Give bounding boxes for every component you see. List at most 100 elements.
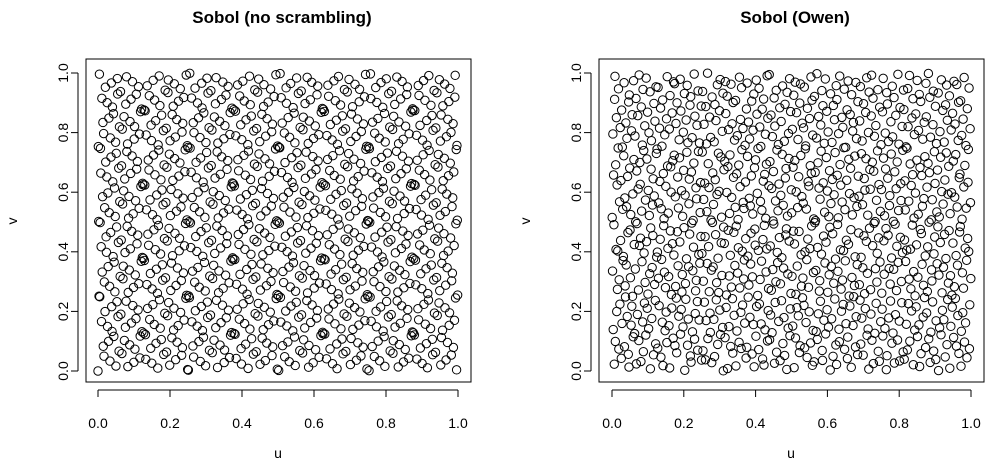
data-point: [906, 180, 916, 191]
data-point: [790, 333, 801, 343]
data-point: [430, 159, 440, 170]
data-point: [744, 193, 754, 203]
data-point: [155, 323, 165, 333]
data-point: [294, 197, 304, 207]
data-point: [175, 307, 186, 318]
data-point: [295, 345, 305, 356]
data-point: [95, 292, 105, 302]
data-point: [802, 254, 812, 265]
data-point: [644, 268, 655, 279]
data-point: [269, 91, 279, 102]
data-point: [813, 111, 824, 122]
data-point: [378, 102, 388, 113]
data-point: [610, 160, 621, 170]
data-point: [686, 92, 696, 102]
data-point: [954, 227, 965, 237]
data-point: [442, 262, 452, 273]
data-point: [801, 141, 811, 151]
data-point: [200, 361, 211, 371]
data-point: [904, 70, 915, 81]
data-point: [729, 310, 739, 320]
data-point: [165, 210, 176, 221]
data-point: [198, 251, 208, 262]
data-point: [400, 344, 410, 355]
data-point: [407, 104, 418, 114]
data-point: [673, 172, 683, 182]
data-point: [957, 130, 967, 141]
data-point: [410, 255, 421, 265]
data-point: [835, 71, 845, 81]
data-point: [768, 264, 778, 275]
data-point: [149, 95, 160, 105]
plot-frame: [85, 58, 472, 383]
data-point: [946, 125, 956, 135]
data-point: [242, 214, 253, 224]
data-point: [947, 108, 958, 119]
data-point: [377, 227, 387, 237]
data-point: [281, 83, 291, 93]
data-point: [155, 100, 165, 111]
data-point: [181, 70, 191, 80]
plot-frame: [598, 58, 985, 383]
y-axis: 0.00.20.40.60.81.0: [568, 63, 592, 381]
data-point: [427, 334, 438, 344]
data-point: [785, 304, 795, 314]
data-point: [825, 89, 836, 99]
data-point: [615, 122, 625, 133]
data-point: [117, 124, 127, 134]
data-point: [719, 238, 730, 249]
data-point: [332, 139, 343, 150]
data-point: [841, 319, 851, 329]
data-point: [229, 328, 239, 339]
chart-title: Sobol (Owen): [740, 8, 850, 27]
data-point: [366, 316, 376, 326]
data-point: [124, 340, 135, 350]
data-point: [227, 178, 238, 188]
data-point: [923, 68, 934, 79]
data-point: [883, 230, 893, 240]
data-point: [303, 362, 314, 372]
data-point: [252, 87, 263, 97]
data-point: [110, 137, 121, 147]
data-point: [162, 311, 173, 321]
data-point: [445, 83, 455, 94]
data-point: [160, 273, 171, 283]
data-point: [289, 332, 300, 342]
data-point: [789, 362, 799, 373]
data-point: [98, 341, 108, 351]
data-point: [216, 94, 227, 105]
data-point: [673, 203, 684, 213]
data-point: [147, 358, 157, 368]
data-point: [662, 161, 673, 171]
data-point: [187, 192, 197, 203]
data-point: [136, 256, 146, 266]
data-point: [769, 358, 780, 368]
data-point: [414, 240, 425, 250]
data-point: [428, 125, 438, 136]
data-point: [190, 306, 201, 316]
data-point: [352, 263, 362, 274]
data-point: [683, 261, 694, 272]
data-point: [191, 157, 201, 168]
data-point: [770, 121, 780, 131]
data-point: [413, 80, 423, 91]
data-point: [193, 187, 203, 197]
data-point: [737, 300, 748, 310]
data-point: [422, 115, 432, 126]
data-point: [696, 355, 707, 365]
data-point: [950, 119, 960, 129]
data-point: [410, 105, 420, 116]
data-point: [911, 109, 921, 119]
data-point: [102, 172, 112, 182]
data-point: [239, 96, 249, 106]
data-point: [838, 299, 848, 310]
data-point: [776, 296, 787, 306]
data-point: [885, 190, 895, 201]
data-point: [300, 98, 310, 109]
data-point: [742, 78, 752, 88]
data-point: [348, 250, 358, 260]
data-point: [399, 283, 409, 293]
data-point: [696, 101, 706, 111]
data-point: [433, 162, 443, 172]
data-point: [114, 346, 124, 356]
